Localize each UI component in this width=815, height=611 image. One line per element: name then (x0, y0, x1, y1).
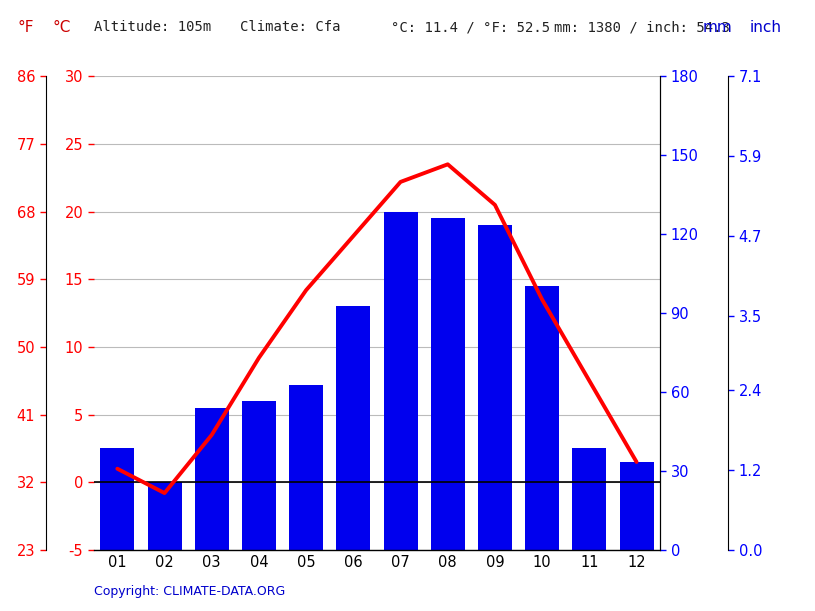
Text: Copyright: CLIMATE-DATA.ORG: Copyright: CLIMATE-DATA.ORG (94, 585, 285, 598)
Bar (337, 306, 370, 550)
Bar (289, 386, 323, 550)
Text: °C: °C (53, 20, 72, 35)
Bar (148, 482, 182, 550)
Bar (100, 448, 134, 550)
Text: mm: 1380 / inch: 54.3: mm: 1380 / inch: 54.3 (554, 21, 730, 34)
Bar (431, 218, 465, 550)
Text: inch: inch (750, 20, 782, 35)
Text: mm: mm (703, 20, 733, 35)
Text: °C: 11.4 / °F: 52.5: °C: 11.4 / °F: 52.5 (391, 21, 550, 34)
Bar (384, 211, 417, 550)
Text: Climate: Cfa: Climate: Cfa (240, 21, 341, 34)
Text: Altitude: 105m: Altitude: 105m (94, 21, 211, 34)
Bar (619, 462, 654, 550)
Bar (242, 401, 276, 550)
Bar (572, 448, 606, 550)
Bar (195, 408, 229, 550)
Bar (478, 225, 512, 550)
Bar (525, 286, 559, 550)
Text: °F: °F (18, 20, 34, 35)
